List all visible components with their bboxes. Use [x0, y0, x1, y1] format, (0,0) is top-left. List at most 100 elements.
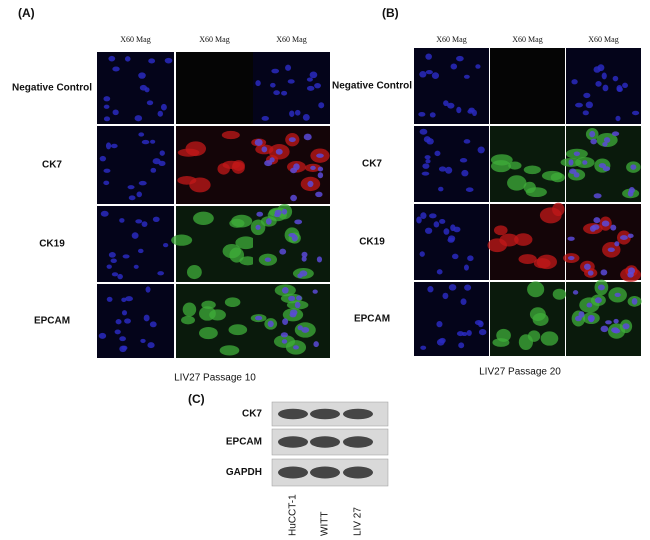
micrograph [250, 284, 330, 358]
cell-nucleus [420, 212, 427, 220]
cell-nucleus [256, 211, 264, 217]
column-header: X60 Mag [588, 35, 618, 44]
blot-band [310, 408, 340, 420]
cell-nucleus [157, 271, 165, 276]
cell-nucleus [313, 341, 319, 348]
row-label: EPCAM [354, 314, 390, 325]
cell-cytoplasm [228, 324, 248, 336]
row-label: CK7 [42, 160, 62, 171]
cell-nucleus [616, 86, 623, 92]
cell-nucleus [578, 311, 585, 318]
cell-nucleus [429, 213, 437, 219]
cell-nucleus [140, 338, 146, 343]
cell-nucleus [255, 80, 261, 87]
cell-nucleus [296, 295, 302, 301]
cell-nucleus [586, 302, 593, 308]
cell-nucleus [121, 310, 128, 316]
cell-nucleus [597, 284, 605, 291]
cell-nucleus [125, 296, 133, 302]
cell-nucleus [302, 114, 310, 121]
cell-nucleus [611, 327, 619, 334]
column-header: X60 Mag [120, 35, 150, 44]
cell-cytoplasm [492, 338, 510, 347]
cell-nucleus [568, 159, 574, 166]
cell-nucleus [628, 187, 635, 194]
cell-nucleus [420, 345, 427, 350]
cell-nucleus [458, 342, 465, 349]
cell-cytoplasm [493, 225, 508, 236]
cell-nucleus [164, 57, 173, 64]
row-label: CK7 [362, 159, 382, 170]
row-label: Negative Control [12, 83, 92, 94]
cell-nucleus [267, 320, 274, 328]
cell-nucleus [316, 256, 323, 263]
cell-nucleus [310, 165, 316, 171]
lane-label: WITT [320, 512, 331, 536]
cell-nucleus [601, 72, 607, 80]
micrograph [176, 126, 253, 204]
micrograph [97, 52, 174, 124]
cell-nucleus [611, 131, 620, 137]
cell-nucleus [316, 153, 324, 158]
cell-nucleus [448, 235, 456, 242]
caption: LIV27 Passage 20 [479, 367, 561, 378]
cell-nucleus [288, 295, 296, 302]
cell-nucleus [99, 155, 107, 162]
cell-nucleus [447, 102, 455, 109]
micrograph [97, 126, 174, 204]
cell-nucleus [439, 219, 446, 224]
cell-nucleus [426, 138, 434, 145]
cell-nucleus [119, 336, 126, 342]
cell-cytoplasm [171, 234, 193, 246]
micrograph [97, 284, 174, 358]
cell-nucleus [100, 210, 109, 217]
cell-nucleus [607, 247, 615, 253]
cell-nucleus [112, 109, 119, 116]
cell-nucleus [443, 228, 450, 235]
cell-nucleus [136, 191, 142, 198]
cell-nucleus [133, 264, 139, 269]
cell-nucleus [438, 186, 444, 192]
cell-nucleus [436, 269, 443, 275]
cell-cytoplasm [219, 345, 240, 356]
row-label: CK19 [39, 239, 65, 250]
cell-cytoplasm [209, 309, 226, 321]
cell-nucleus [465, 187, 474, 192]
cell-nucleus [149, 321, 157, 328]
cell-nucleus [622, 82, 628, 89]
micrograph [97, 206, 174, 282]
cell-cytoplasm [490, 160, 512, 173]
micrograph [487, 202, 565, 280]
micrograph [566, 48, 641, 124]
cell-nucleus [106, 296, 113, 302]
band-label: CK7 [242, 409, 262, 420]
cell-cytoplasm [527, 281, 545, 298]
cell-nucleus [103, 96, 111, 102]
cell-nucleus [450, 224, 456, 232]
cell-nucleus [421, 171, 430, 176]
panel-label: (C) [188, 392, 205, 406]
cell-nucleus [448, 284, 457, 291]
cell-cytoplasm [518, 334, 533, 351]
cell-cytoplasm [199, 327, 218, 340]
row-label: EPCAM [34, 316, 70, 327]
cell-nucleus [98, 332, 107, 339]
cell-nucleus [422, 163, 430, 169]
cell-nucleus [103, 168, 111, 173]
micrograph [490, 281, 567, 356]
cell-nucleus [290, 167, 298, 174]
cell-nucleus [264, 160, 273, 167]
cell-nucleus [594, 297, 602, 304]
cell-nucleus [255, 224, 261, 230]
cell-nucleus [460, 298, 467, 305]
cell-nucleus [478, 328, 487, 336]
cell-nucleus [612, 75, 619, 82]
cell-nucleus [463, 74, 470, 79]
cell-nucleus [466, 329, 472, 337]
cell-nucleus [450, 63, 458, 70]
cell-nucleus [464, 284, 472, 291]
cell-nucleus [424, 227, 433, 234]
micrograph [563, 204, 641, 282]
cell-nucleus [137, 248, 144, 254]
cell-cytoplasm [514, 233, 533, 246]
